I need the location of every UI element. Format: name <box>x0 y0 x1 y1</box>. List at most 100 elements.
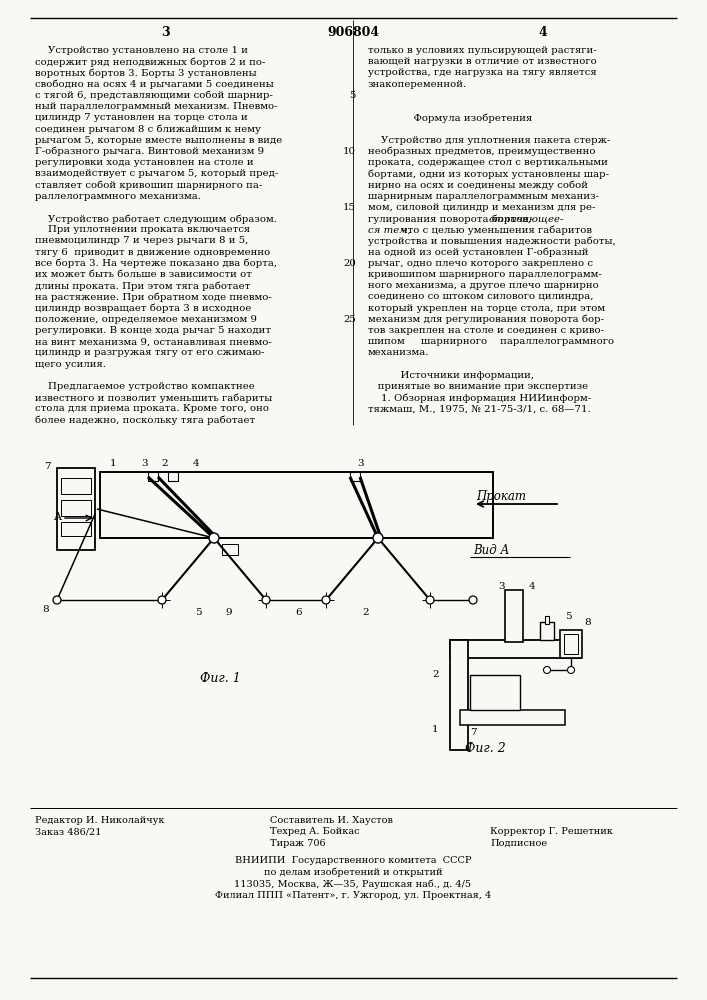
Text: цилиндр и разгружая тягу от его сжимаю-: цилиндр и разгружая тягу от его сжимаю- <box>35 348 264 357</box>
Text: Подписное: Подписное <box>490 839 547 848</box>
Text: 4: 4 <box>529 582 536 591</box>
Circle shape <box>322 596 330 604</box>
Text: Заказ 486/21: Заказ 486/21 <box>35 828 102 836</box>
Circle shape <box>544 666 551 674</box>
Text: раллелограммного механизма.: раллелограммного механизма. <box>35 192 201 201</box>
Text: с тягой 6, представляющими собой шарнир-: с тягой 6, представляющими собой шарнир- <box>35 91 273 100</box>
Circle shape <box>209 533 219 543</box>
Text: шипом     шарнирного    параллелограммного: шипом шарнирного параллелограммного <box>368 337 614 346</box>
Text: на растяжение. При обратном ходе пневмо-: на растяжение. При обратном ходе пневмо- <box>35 292 271 302</box>
Text: их может быть больше в зависимости от: их может быть больше в зависимости от <box>35 270 252 279</box>
Text: Устройство установлено на столе 1 и: Устройство установлено на столе 1 и <box>35 46 248 55</box>
Text: 7: 7 <box>44 462 51 471</box>
Text: соединено со штоком силового цилиндра,: соединено со штоком силового цилиндра, <box>368 292 593 301</box>
Text: 8: 8 <box>42 605 49 614</box>
Text: Составитель И. Хаустов: Составитель И. Хаустов <box>270 816 393 825</box>
Text: Филиал ППП «Патент», г. Ужгород, ул. Проектная, 4: Филиал ППП «Патент», г. Ужгород, ул. Про… <box>215 891 491 900</box>
Text: рычаг, одно плечо которого закреплено с: рычаг, одно плечо которого закреплено с <box>368 259 593 268</box>
Bar <box>450 640 580 658</box>
Text: цилиндр возвращает борта 3 в исходное: цилиндр возвращает борта 3 в исходное <box>35 304 252 313</box>
Text: отличающее-: отличающее- <box>489 214 563 223</box>
Bar <box>450 640 468 750</box>
Bar <box>57 468 95 550</box>
Text: только в условиях пульсирующей растяги-: только в условиях пульсирующей растяги- <box>368 46 597 55</box>
Text: ставляет собой кривошип шарнирного па-: ставляет собой кривошип шарнирного па- <box>35 180 262 190</box>
Text: Тираж 706: Тираж 706 <box>270 839 326 848</box>
Text: проката, содержащее стол с вертикальными: проката, содержащее стол с вертикальными <box>368 158 608 167</box>
Circle shape <box>158 596 166 604</box>
Circle shape <box>568 666 575 674</box>
Text: знакопеременной.: знакопеременной. <box>368 80 467 89</box>
Bar <box>148 472 158 481</box>
Text: Вид А: Вид А <box>473 544 509 557</box>
Text: 5: 5 <box>565 612 572 621</box>
Text: соединен рычагом 8 с ближайшим к нему: соединен рычагом 8 с ближайшим к нему <box>35 124 261 134</box>
Text: 9: 9 <box>225 608 232 617</box>
Text: Устройство работает следующим образом.: Устройство работает следующим образом. <box>35 214 277 224</box>
Bar <box>222 544 238 555</box>
Circle shape <box>53 596 61 604</box>
Text: 4: 4 <box>193 459 199 468</box>
Text: содержит ряд неподвижных бортов 2 и по-: содержит ряд неподвижных бортов 2 и по- <box>35 57 265 67</box>
Text: ного механизма, а другое плечо шарнирно: ного механизма, а другое плечо шарнирно <box>368 281 599 290</box>
Text: 2: 2 <box>161 459 168 468</box>
Text: При уплотнении проката включается: При уплотнении проката включается <box>35 225 250 234</box>
Text: известного и позволит уменьшить габариты: известного и позволит уменьшить габариты <box>35 393 272 403</box>
Text: более надежно, поскольку тяга работает: более надежно, поскольку тяга работает <box>35 416 255 425</box>
Text: ся тем,: ся тем, <box>368 225 414 234</box>
Text: Устройство для уплотнения пакета стерж-: Устройство для уплотнения пакета стерж- <box>368 136 610 145</box>
Text: 5: 5 <box>195 608 201 617</box>
Text: 5: 5 <box>350 91 356 100</box>
Text: 4: 4 <box>539 26 547 39</box>
Text: тов закреплен на столе и соединен с криво-: тов закреплен на столе и соединен с крив… <box>368 326 604 335</box>
Bar <box>61 522 91 536</box>
Text: бортами, одни из которых установлены шар-: бортами, одни из которых установлены шар… <box>368 169 609 179</box>
Text: механизма.: механизма. <box>368 348 429 357</box>
Text: тяжмаш, М., 1975, № 21-75-3/1, с. 68—71.: тяжмаш, М., 1975, № 21-75-3/1, с. 68—71. <box>368 404 591 413</box>
Text: 1: 1 <box>432 725 438 734</box>
Text: Техред А. Бойкас: Техред А. Бойкас <box>270 828 360 836</box>
Text: Г-образного рычага. Винтовой механизм 9: Г-образного рычага. Винтовой механизм 9 <box>35 147 264 156</box>
Text: Предлагаемое устройство компактнее: Предлагаемое устройство компактнее <box>35 382 255 391</box>
Text: ВНИИПИ  Государственного комитета  СССР: ВНИИПИ Государственного комитета СССР <box>235 856 472 865</box>
Circle shape <box>426 596 434 604</box>
Text: щего усилия.: щего усилия. <box>35 360 106 369</box>
Text: регулировки. В конце хода рычаг 5 находит: регулировки. В конце хода рычаг 5 находи… <box>35 326 271 335</box>
Text: гулирования поворота бортов,: гулирования поворота бортов, <box>368 214 534 224</box>
Text: Прокат: Прокат <box>476 490 526 503</box>
Text: Источники информации,: Источники информации, <box>368 371 534 380</box>
Bar <box>560 630 582 658</box>
Bar <box>460 710 565 725</box>
Text: 3: 3 <box>498 582 505 591</box>
Text: пневмоцилиндр 7 и через рычаги 8 и 5,: пневмоцилиндр 7 и через рычаги 8 и 5, <box>35 236 248 245</box>
Text: свободно на осях 4 и рычагами 5 соединены: свободно на осях 4 и рычагами 5 соединен… <box>35 80 274 89</box>
Text: 15: 15 <box>343 203 356 212</box>
Text: 7: 7 <box>470 728 477 737</box>
Circle shape <box>373 533 383 543</box>
Text: по делам изобретений и открытий: по делам изобретений и открытий <box>264 868 443 877</box>
Text: воротных бортов 3. Борты 3 установлены: воротных бортов 3. Борты 3 установлены <box>35 68 257 78</box>
Circle shape <box>469 596 477 604</box>
Text: принятые во внимание при экспертизе: принятые во внимание при экспертизе <box>368 382 588 391</box>
Text: который укреплен на торце стола, при этом: который укреплен на торце стола, при это… <box>368 304 605 313</box>
Bar <box>564 634 578 654</box>
Text: 3: 3 <box>141 459 148 468</box>
Circle shape <box>262 596 270 604</box>
Bar <box>61 500 91 516</box>
Text: 1. Обзорная информация НИИинформ-: 1. Обзорная информация НИИинформ- <box>368 393 591 403</box>
Text: ный параллелограммный механизм. Пневмо-: ный параллелограммный механизм. Пневмо- <box>35 102 278 111</box>
Text: Фиг. 2: Фиг. 2 <box>464 742 506 755</box>
Text: устройства, где нагрузка на тягу является: устройства, где нагрузка на тягу являетс… <box>368 68 597 77</box>
Bar <box>168 472 178 481</box>
Text: 10: 10 <box>343 147 356 156</box>
Bar <box>505 590 523 642</box>
Text: механизм для регулирования поворота бор-: механизм для регулирования поворота бор- <box>368 315 604 324</box>
Text: положение, определяемое механизмом 9: положение, определяемое механизмом 9 <box>35 315 257 324</box>
Text: 3: 3 <box>357 459 363 468</box>
Text: рычагом 5, которые вместе выполнены в виде: рычагом 5, которые вместе выполнены в ви… <box>35 136 282 145</box>
Text: цилиндр 7 установлен на торце стола и: цилиндр 7 установлен на торце стола и <box>35 113 247 122</box>
Bar <box>540 622 554 640</box>
Text: кривошипом шарнирного параллелограмм-: кривошипом шарнирного параллелограмм- <box>368 270 602 279</box>
Text: 906804: 906804 <box>327 26 379 39</box>
Text: что с целью уменьшения габаритов: что с целью уменьшения габаритов <box>401 225 592 235</box>
